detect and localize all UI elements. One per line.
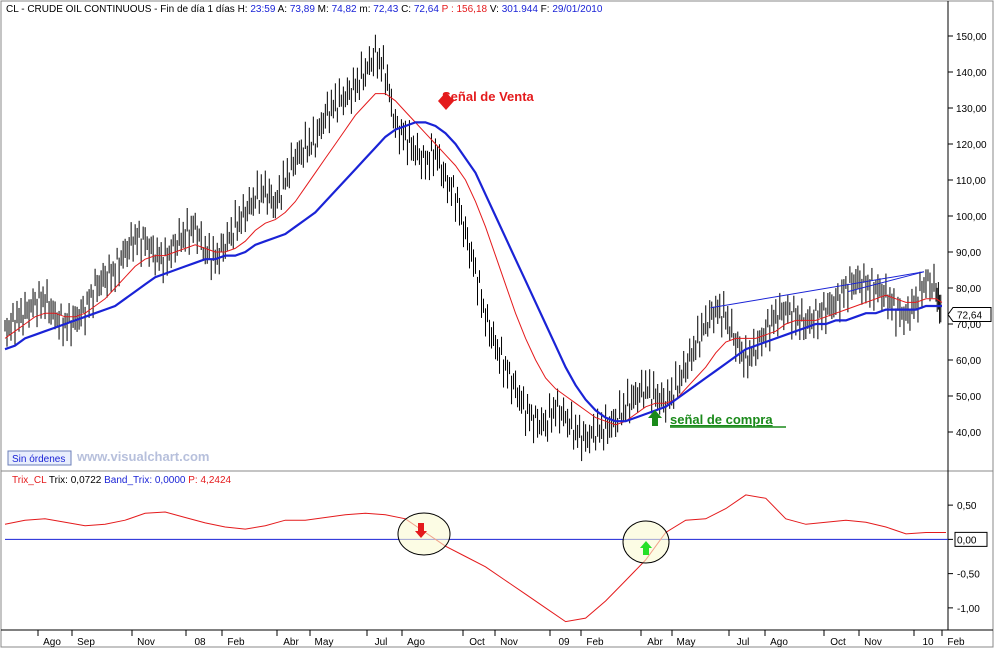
x-tick-label: Feb [947, 637, 965, 648]
trix-title: Trix_CL Trix: 0,0722 Band_Trix: 0,0000 P… [12, 475, 232, 486]
buy-signal: señal de compra [648, 410, 786, 428]
series-ma_long [4, 121, 942, 423]
header-min-value: 72,43 [373, 4, 398, 15]
x-tick-label: May [677, 637, 696, 648]
buy-signal-label: señal de compra [670, 412, 773, 427]
header-h-value: 23:59 [250, 4, 275, 15]
price-y-axis: 40,00 50,00 60,00 70,00 80,00 90,00 100,00 110,… [947, 32, 992, 439]
price-y-tick-label: 40,00 [956, 428, 981, 439]
x-tick-label: Ago [407, 637, 425, 648]
trix-title-band-label: Band_Trix: [104, 475, 152, 486]
header-symbol: CL [6, 4, 19, 15]
trix-y-tick-label: 0,50 [957, 501, 977, 512]
trix-buy-circle [622, 520, 670, 564]
header-name: CRUDE OIL CONTINUOUS [27, 4, 151, 15]
x-tick-label: Jul [375, 637, 388, 648]
x-tick-label: Oct [830, 637, 846, 648]
trix-title-trix-label: Trix: [49, 475, 68, 486]
sin-ordenes-label[interactable]: Sin órdenes [12, 454, 65, 465]
header-m-label: M: [318, 4, 329, 15]
header-min-label: m: [359, 4, 370, 15]
trix-y-tick-label: -0,50 [957, 570, 980, 581]
price-y-tick-label: 130,00 [956, 104, 987, 115]
header-c-value: 72,64 [414, 4, 439, 15]
trend-line-upper-2 [847, 271, 925, 293]
trix-sell-circle [397, 512, 451, 556]
price-y-tick-label: 110,00 [956, 176, 986, 187]
sell-diamond-icon [438, 92, 454, 110]
x-tick-label: Abr [647, 637, 663, 648]
x-tick-label: May [315, 637, 334, 648]
series-ma_short [4, 93, 943, 426]
x-tick-label: 08 [194, 637, 206, 648]
x-tick-label: Sep [77, 637, 95, 648]
price-y-tick-label: 100,00 [956, 212, 987, 223]
price-y-tick-label: 80,00 [956, 284, 981, 295]
x-tick-label: Feb [586, 637, 604, 648]
trix-zero-box [954, 531, 988, 547]
sell-signal-label: Señal de Venta [442, 89, 535, 104]
last-value-label: 72,64 [957, 310, 982, 321]
x-tick-label: Abr [283, 637, 299, 648]
header-a-value: 73,89 [290, 4, 315, 15]
x-tick-label: Ago [770, 637, 788, 648]
trend-line-upper [710, 271, 925, 309]
price-y-tick-label: 60,00 [956, 356, 981, 367]
price-y-tick-label: 150,00 [956, 32, 987, 43]
price-y-tick-label: 120,00 [956, 140, 987, 151]
x-tick-label: Ago [43, 637, 61, 648]
header-c-label: C: [401, 4, 411, 15]
x-tick-label: 10 [922, 637, 934, 648]
x-tick-label: Feb [227, 637, 245, 648]
header-v-value: 301.944 [502, 4, 539, 15]
buy-arrow-icon [648, 410, 662, 426]
x-tick-label: Nov [137, 637, 155, 648]
price-y-tick-label: 90,00 [956, 248, 981, 259]
header-a-label: A: [278, 4, 287, 15]
header-m-value: 74,82 [332, 4, 357, 15]
trix-title-name: Trix_CL [12, 475, 47, 486]
price-bars [4, 34, 942, 462]
header-period: Fin de día 1 días [160, 4, 235, 15]
trix-title-p-value: 4,2424 [200, 475, 231, 486]
header-f-value: 29/01/2010 [552, 4, 602, 15]
sell-signal: Señal de Venta [438, 89, 535, 110]
x-tick-label: Nov [864, 637, 882, 648]
trix-title-band-value: 0,0000 [155, 475, 186, 486]
trix-title-p-label: P: [188, 475, 197, 486]
sin-ordenes-button[interactable]: Sin órdenes [7, 450, 72, 466]
trend-line-group [710, 271, 925, 309]
trix-y-axis: 0,50 0,00 -0,50 -1,00 [948, 501, 988, 615]
header-f-label: F: [541, 4, 550, 15]
last-value-marker [947, 306, 992, 322]
series-trix [4, 494, 946, 623]
price-y-tick-label: 70,00 [956, 320, 981, 331]
x-tick-label: Oct [469, 637, 485, 648]
header-v-label: V: [490, 4, 499, 15]
price-y-tick-label: 50,00 [956, 392, 981, 403]
x-tick-label: Nov [500, 637, 518, 648]
x-axis: Ago Sep Nov 08 Feb Abr May Jul Ago Oct Nov 09 Feb Abr… [37, 630, 965, 648]
watermark: www.visualchart.com [76, 449, 209, 464]
price-y-tick-label: 140,00 [956, 68, 987, 79]
sin-ordenes-box[interactable] [7, 450, 72, 466]
trix-y-tick-label: -1,00 [957, 604, 980, 615]
trix-sell-arrow-icon [415, 523, 427, 538]
trix-series-group [4, 494, 948, 623]
header-p-label: P : [442, 4, 454, 15]
header-p-value: 156,18 [457, 4, 488, 15]
trix-y-tick-label: 0,00 [957, 535, 977, 546]
header-h-label: H: [238, 4, 248, 15]
price-series-group [4, 34, 943, 462]
x-tick-label: Jul [737, 637, 750, 648]
trix-buy-arrow-icon [640, 541, 652, 555]
x-tick-label: 09 [558, 637, 570, 648]
trix-title-trix-value: 0,0722 [71, 475, 102, 486]
chart-header: CL - CRUDE OIL CONTINUOUS - Fin de día 1… [6, 4, 603, 15]
